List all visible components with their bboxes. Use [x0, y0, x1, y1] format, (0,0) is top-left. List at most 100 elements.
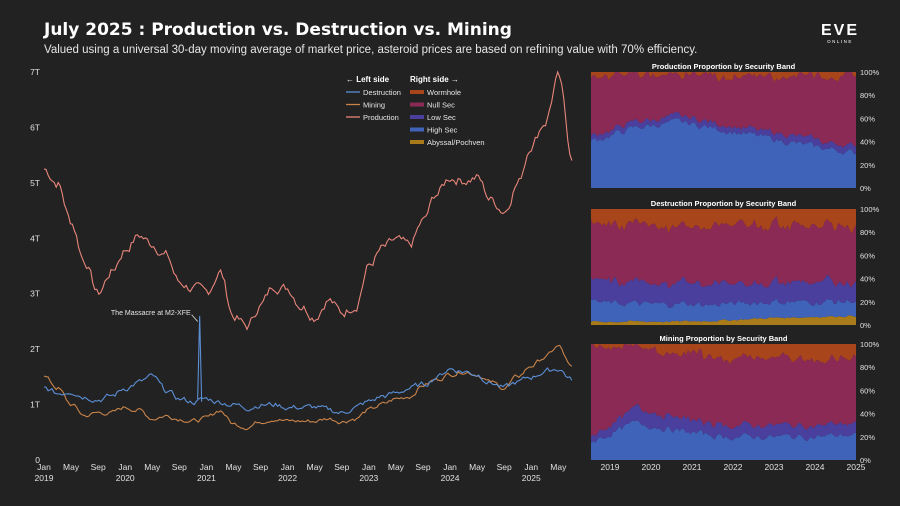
x-tick-label: Sep: [91, 462, 106, 472]
legend-left-header: ← Left side: [346, 75, 390, 84]
eve-online-logo: EVE ONLINE: [821, 22, 859, 44]
proportion-panel-2: Destruction Proportion by Security Band 0…: [591, 199, 880, 330]
panel-y-tick: 0%: [860, 321, 871, 330]
x-tick-year: 2019: [35, 473, 54, 483]
legend-item-label: Mining: [363, 101, 385, 110]
legend-item-label: Destruction: [363, 88, 401, 97]
x-tick-label: Sep: [172, 462, 187, 472]
panel-y-tick: 40%: [860, 138, 875, 147]
x-tick-label: Sep: [497, 462, 512, 472]
panel-y-tick: 40%: [860, 410, 875, 419]
legend-swatch: [410, 102, 424, 107]
panel-y-tick: 60%: [860, 251, 875, 260]
area-low-sec: [591, 111, 856, 155]
logo-sub-text: ONLINE: [827, 39, 853, 44]
proportion-panel-3: Mining Proportion by Security Band 0% 20% 4…: [591, 334, 880, 465]
area-high-sec: [591, 118, 856, 188]
area-high-sec: [591, 298, 856, 323]
panel-y-tick: 60%: [860, 386, 875, 395]
panel-x-tick: 2020: [642, 462, 661, 472]
panel-y-tick: 60%: [860, 114, 875, 123]
page-title: July 2025 : Production vs. Destruction v…: [44, 20, 512, 40]
x-tick-label: May: [63, 462, 80, 472]
y-tick-label: 0: [35, 455, 40, 465]
panel-y-tick: 100%: [860, 340, 880, 349]
x-tick-label: Jan: [281, 462, 295, 472]
legend-swatch: [410, 90, 424, 94]
logo-main-text: EVE: [821, 22, 859, 39]
panel-title: Destruction Proportion by Security Band: [651, 199, 797, 208]
x-tick-label: Jan: [524, 462, 538, 472]
x-tick-year: 2022: [278, 473, 297, 483]
panel-title: Mining Proportion by Security Band: [660, 334, 788, 343]
legend-swatch: [410, 115, 424, 119]
legend-item-label: Abyssal/Pochven: [427, 138, 485, 147]
x-tick-label: May: [388, 462, 405, 472]
x-tick-label: May: [550, 462, 567, 472]
x-tick-label: Jan: [443, 462, 457, 472]
proportion-panel-1: Production Proportion by Security Band 0%…: [591, 62, 880, 193]
annotation-leader: [191, 314, 198, 322]
area-low-sec: [591, 274, 856, 308]
y-tick-label: 2T: [30, 344, 40, 354]
x-tick-label: Sep: [334, 462, 349, 472]
panel-y-tick: 40%: [860, 275, 875, 284]
legend-right-header: Right side →: [410, 75, 459, 84]
panel-y-tick: 20%: [860, 433, 875, 442]
area-null-sec: [591, 72, 856, 148]
legend-item-label: Wormhole: [427, 88, 461, 97]
series-line-destruction: [43, 367, 573, 415]
panel-x-tick: 2021: [683, 462, 702, 472]
panel-y-tick: 0%: [860, 456, 871, 465]
x-tick-label: May: [307, 462, 324, 472]
x-tick-label: Sep: [415, 462, 430, 472]
legend-item-label: High Sec: [427, 126, 458, 135]
y-tick-label: 3T: [30, 289, 40, 299]
legend-item-label: Low Sec: [427, 113, 456, 122]
x-tick-year: 2020: [116, 473, 135, 483]
x-tick-year: 2024: [441, 473, 460, 483]
y-tick-label: 7T: [30, 67, 40, 77]
panel-x-tick: 2022: [724, 462, 743, 472]
legend-item-label: Null Sec: [427, 101, 455, 110]
x-tick-label: Jan: [200, 462, 214, 472]
area-wormhole: [591, 209, 856, 234]
y-tick-label: 6T: [30, 122, 40, 132]
panel-y-tick: 20%: [860, 298, 875, 307]
x-tick-label: Jan: [37, 462, 51, 472]
x-tick-label: Jan: [362, 462, 376, 472]
panel-y-tick: 20%: [860, 161, 875, 170]
page-subtitle: Valued using a universal 30-day moving a…: [44, 44, 698, 56]
panel-x-tick: 2019: [601, 462, 620, 472]
x-tick-label: Sep: [253, 462, 268, 472]
x-tick-year: 2021: [197, 473, 216, 483]
panel-y-tick: 100%: [860, 68, 880, 77]
panel-y-tick: 80%: [860, 91, 875, 100]
destruction-spike: [197, 315, 203, 402]
y-tick-label: 5T: [30, 178, 40, 188]
area-null-sec: [591, 344, 856, 437]
panel-y-tick: 80%: [860, 363, 875, 372]
annotation-label: The Massacre at M2-XFE: [111, 310, 191, 317]
area-null-sec: [591, 216, 856, 289]
x-tick-year: 2025: [522, 473, 541, 483]
panel-y-tick: 80%: [860, 228, 875, 237]
legend-swatch: [410, 127, 424, 132]
panel-x-tick: 2024: [806, 462, 825, 472]
area-low-sec: [591, 403, 856, 443]
x-tick-label: May: [144, 462, 161, 472]
area-wormhole: [591, 344, 856, 365]
panel-title: Production Proportion by Security Band: [652, 62, 796, 71]
area-abyssal-pochven: [591, 315, 856, 325]
panel-x-tick: 2023: [765, 462, 784, 472]
x-tick-year: 2023: [359, 473, 378, 483]
panel-y-tick: 0%: [860, 184, 871, 193]
area-high-sec: [591, 420, 856, 460]
x-tick-label: May: [469, 462, 486, 472]
series-line-mining: [43, 344, 573, 431]
panel-x-tick: 2025: [847, 462, 866, 472]
y-tick-label: 4T: [30, 233, 40, 243]
series-line-production: [43, 70, 573, 331]
panel-y-tick: 100%: [860, 205, 880, 214]
